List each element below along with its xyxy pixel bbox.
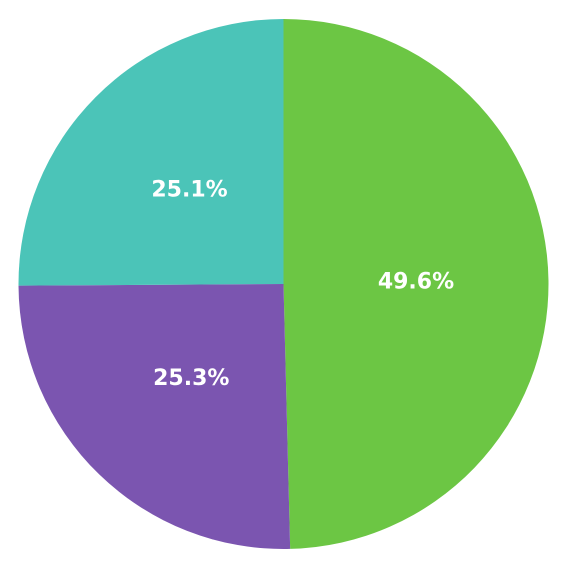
- slice-label: 25.3%: [153, 366, 229, 391]
- slice-label: 25.1%: [151, 178, 227, 203]
- pie-slice: [18, 284, 291, 549]
- slice-label: 49.6%: [378, 269, 454, 294]
- pie-slice: [18, 19, 284, 286]
- pie-slice: [283, 19, 549, 549]
